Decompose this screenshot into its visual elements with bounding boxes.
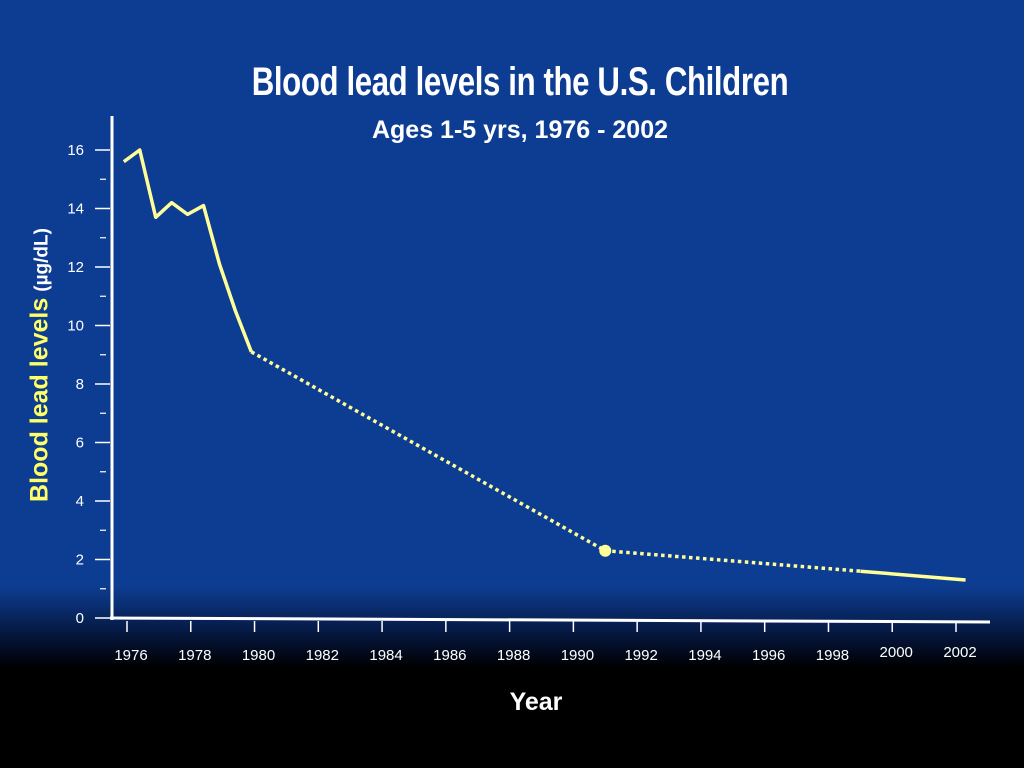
x-axis-label: Year: [509, 688, 563, 716]
x-tick-label: 1978: [178, 647, 211, 664]
y-tick-label: 14: [67, 201, 84, 218]
x-tick-label: 2000: [880, 644, 913, 661]
y-axis-label: Blood lead levels (µg/dL): [26, 228, 55, 502]
x-tick-label: 1982: [306, 647, 339, 664]
x-tick-label: 2002: [943, 644, 976, 661]
chart-title: Blood lead levels in the U.S. Children: [251, 60, 789, 104]
y-axis-label-text: Blood lead levels: [25, 297, 54, 502]
y-axis-unit: (µg/dL): [31, 228, 53, 292]
series-line-solid: [122, 148, 253, 353]
y-tick-label: 10: [67, 318, 84, 335]
series-line-solid: [860, 569, 966, 582]
y-tick-label: 2: [76, 552, 84, 569]
y-tick-label: 12: [67, 259, 84, 276]
x-tick-label: 1990: [561, 647, 594, 664]
series-line-dotted: [250, 350, 607, 553]
x-tick-label: 1986: [433, 647, 466, 664]
y-tick-label: 6: [76, 435, 84, 452]
series-line-dotted: [605, 548, 861, 573]
y-tick-label: 0: [76, 610, 84, 627]
chart-subtitle: Ages 1-5 yrs, 1976 - 2002: [371, 116, 669, 144]
x-tick-label: 1988: [497, 647, 530, 664]
x-tick-label: 1980: [242, 647, 275, 664]
y-tick-label: 16: [67, 142, 84, 159]
data-point-marker: [599, 544, 612, 557]
x-tick-label: 1994: [688, 647, 721, 664]
x-axis-line: [109, 616, 991, 624]
x-tick-label: 1996: [752, 647, 785, 664]
x-tick-label: 1984: [369, 647, 402, 664]
x-tick-label: 1976: [114, 647, 147, 664]
x-tick-label: 1998: [816, 647, 849, 664]
y-tick-label: 4: [76, 493, 84, 510]
x-tick-label: 1992: [624, 647, 657, 664]
y-tick-label: 8: [76, 376, 84, 393]
